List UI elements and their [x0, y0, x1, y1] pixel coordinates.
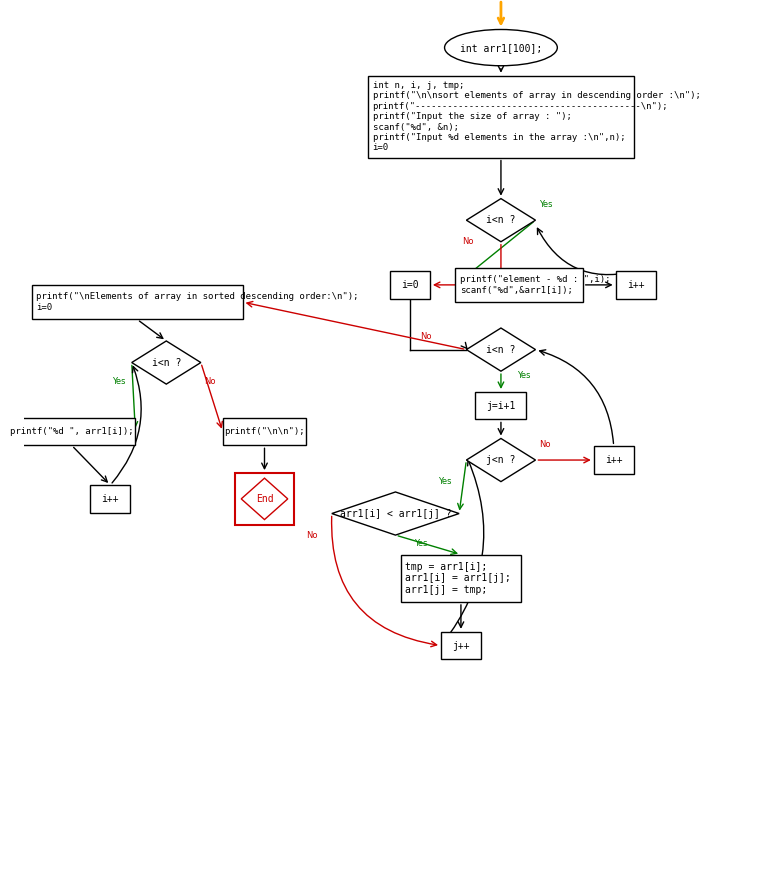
Text: i=0: i=0	[401, 280, 419, 290]
Text: printf("\n\n");: printf("\n\n");	[224, 427, 305, 436]
Text: Yes: Yes	[112, 377, 126, 386]
Text: j=i+1: j=i+1	[487, 401, 516, 410]
Text: j<n ?: j<n ?	[487, 455, 516, 465]
Text: Yes: Yes	[517, 371, 531, 380]
FancyBboxPatch shape	[390, 272, 430, 299]
Text: int arr1[100];: int arr1[100];	[460, 43, 542, 52]
Text: arr1[i] < arr1[j] ?: arr1[i] < arr1[j] ?	[340, 509, 451, 519]
Text: No: No	[463, 237, 474, 246]
Text: No: No	[539, 440, 551, 449]
Text: printf("element - %d : ",i);
scanf("%d",&arr1[i]);: printf("element - %d : ",i); scanf("%d",…	[460, 275, 611, 294]
Text: i++: i++	[605, 455, 622, 465]
Text: j++: j++	[452, 641, 470, 650]
FancyBboxPatch shape	[368, 76, 634, 158]
Text: Yes: Yes	[413, 540, 427, 548]
FancyBboxPatch shape	[476, 392, 527, 420]
FancyBboxPatch shape	[456, 268, 583, 302]
FancyBboxPatch shape	[32, 285, 243, 320]
Text: tmp = arr1[i];
arr1[i] = arr1[j];
arr1[j] = tmp;: tmp = arr1[i]; arr1[i] = arr1[j]; arr1[j…	[405, 561, 511, 595]
FancyBboxPatch shape	[8, 418, 136, 445]
FancyBboxPatch shape	[401, 554, 521, 602]
Text: Yes: Yes	[539, 200, 553, 210]
Polygon shape	[467, 438, 535, 482]
Text: i++: i++	[102, 494, 119, 504]
Text: printf("\nElements of array in sorted descending order:\n");
i=0: printf("\nElements of array in sorted de…	[36, 292, 359, 312]
Text: i<n ?: i<n ?	[487, 215, 516, 225]
Text: No: No	[420, 332, 432, 341]
Text: No: No	[306, 531, 317, 540]
FancyBboxPatch shape	[223, 418, 306, 445]
Text: i<n ?: i<n ?	[487, 345, 516, 354]
Text: int n, i, j, tmp;
printf("\n\nsort elements of array in descending order :\n");
: int n, i, j, tmp; printf("\n\nsort eleme…	[373, 81, 701, 152]
Polygon shape	[332, 492, 459, 535]
Text: End: End	[256, 494, 273, 504]
Polygon shape	[467, 328, 535, 371]
Text: printf("%d ", arr1[i]);: printf("%d ", arr1[i]);	[10, 427, 133, 436]
FancyBboxPatch shape	[615, 272, 655, 299]
Polygon shape	[467, 198, 535, 242]
FancyBboxPatch shape	[236, 473, 293, 525]
Text: No: No	[205, 377, 216, 386]
Text: i++: i++	[627, 280, 644, 290]
Text: Yes: Yes	[438, 478, 452, 486]
FancyBboxPatch shape	[594, 446, 634, 474]
Text: i<n ?: i<n ?	[152, 358, 181, 368]
Polygon shape	[132, 341, 201, 384]
FancyBboxPatch shape	[90, 485, 130, 512]
Ellipse shape	[444, 30, 557, 65]
FancyBboxPatch shape	[441, 632, 481, 659]
